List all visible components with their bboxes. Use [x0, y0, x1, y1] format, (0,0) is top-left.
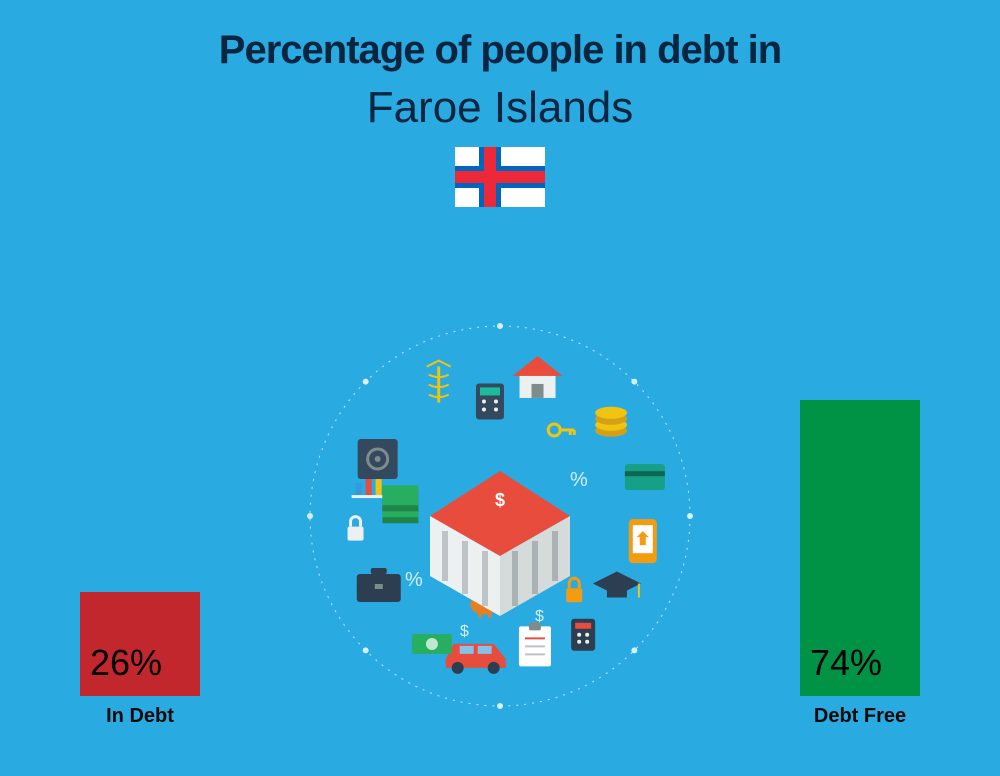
- svg-text:$: $: [460, 623, 469, 640]
- svg-text:$: $: [495, 490, 505, 510]
- chart-area: % % $ $ $ 26% In Debt 74% Debt Free: [0, 256, 1000, 776]
- finance-illustration: % % $ $ $: [300, 316, 700, 716]
- page-title: Percentage of people in debt in: [0, 0, 1000, 73]
- bar-label: Debt Free: [770, 705, 950, 728]
- bar-label: In Debt: [50, 705, 230, 728]
- flag-icon: [455, 147, 545, 207]
- svg-text:$: $: [535, 608, 544, 625]
- bar-value: 26%: [90, 642, 162, 684]
- page-subtitle: Faroe Islands: [0, 83, 1000, 133]
- bar-debt-free: 74%: [800, 400, 920, 696]
- svg-text:%: %: [405, 569, 423, 591]
- svg-text:%: %: [570, 469, 588, 491]
- bar-value: 74%: [810, 642, 882, 684]
- bar-in-debt: 26%: [80, 592, 200, 696]
